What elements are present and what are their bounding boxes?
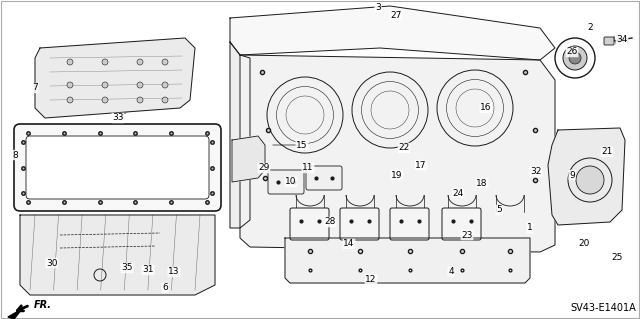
Text: 22: 22 [398,144,410,152]
Circle shape [102,59,108,65]
FancyBboxPatch shape [14,124,221,211]
Polygon shape [232,136,265,182]
Text: 1: 1 [527,224,533,233]
Text: 30: 30 [46,258,58,268]
Text: 32: 32 [531,167,541,176]
Circle shape [67,82,73,88]
Circle shape [569,52,581,64]
Polygon shape [548,128,625,225]
Text: 31: 31 [142,265,154,275]
Text: 33: 33 [112,114,124,122]
Text: 13: 13 [168,268,180,277]
Text: 7: 7 [32,84,38,93]
Text: 27: 27 [390,11,402,20]
Circle shape [137,59,143,65]
Text: 21: 21 [602,147,612,157]
FancyBboxPatch shape [604,37,614,45]
FancyBboxPatch shape [390,208,429,240]
Circle shape [67,59,73,65]
Text: 14: 14 [343,240,355,249]
Text: 3: 3 [375,4,381,12]
Circle shape [67,97,73,103]
FancyBboxPatch shape [290,208,329,240]
Text: 28: 28 [324,218,336,226]
FancyBboxPatch shape [306,166,342,190]
Text: 18: 18 [476,179,488,188]
Polygon shape [20,215,215,295]
FancyBboxPatch shape [268,170,304,194]
Text: 24: 24 [452,189,463,197]
Text: 10: 10 [285,177,297,187]
Polygon shape [8,309,22,319]
Circle shape [102,82,108,88]
Text: 11: 11 [302,164,314,173]
Circle shape [563,46,587,70]
Text: 6: 6 [162,284,168,293]
Text: 26: 26 [566,48,578,56]
Circle shape [137,82,143,88]
Circle shape [162,82,168,88]
Circle shape [162,97,168,103]
Polygon shape [285,238,530,283]
Polygon shape [35,38,195,118]
Text: 12: 12 [365,275,377,284]
Text: 16: 16 [480,103,492,113]
Text: 2: 2 [587,24,593,33]
Circle shape [576,166,604,194]
Text: 29: 29 [259,164,269,173]
FancyBboxPatch shape [442,208,481,240]
Text: 25: 25 [611,254,623,263]
Text: SV43-E1401A: SV43-E1401A [570,303,636,313]
Text: 20: 20 [579,239,589,248]
Text: 8: 8 [12,151,18,160]
Polygon shape [230,6,555,60]
Circle shape [162,59,168,65]
Text: 5: 5 [496,205,502,214]
Text: 19: 19 [391,170,403,180]
Polygon shape [230,42,250,228]
FancyBboxPatch shape [340,208,379,240]
FancyBboxPatch shape [26,136,209,199]
Text: 17: 17 [415,160,427,169]
Text: 4: 4 [448,268,454,277]
Polygon shape [240,55,555,252]
Text: 35: 35 [121,263,132,272]
Text: 9: 9 [569,170,575,180]
Text: 23: 23 [461,231,473,240]
Text: 15: 15 [296,140,308,150]
Circle shape [137,97,143,103]
Text: 34: 34 [616,35,628,44]
Text: FR.: FR. [34,300,52,310]
Circle shape [102,97,108,103]
